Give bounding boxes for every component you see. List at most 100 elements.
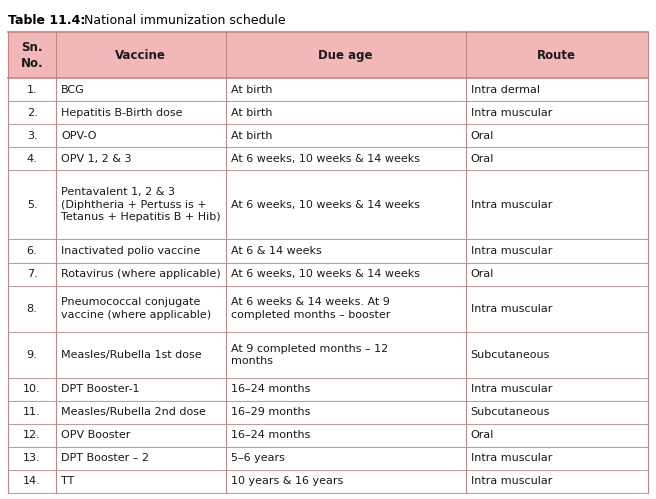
Bar xyxy=(226,470,466,493)
Text: Intra muscular: Intra muscular xyxy=(470,454,552,464)
Bar xyxy=(8,240,56,262)
Bar xyxy=(8,378,56,401)
Bar xyxy=(226,424,466,447)
Bar xyxy=(466,332,648,378)
Bar xyxy=(226,78,466,101)
Bar xyxy=(56,285,226,332)
Text: Vaccine: Vaccine xyxy=(115,48,166,61)
Text: 16–24 months: 16–24 months xyxy=(231,384,310,394)
Bar xyxy=(466,285,648,332)
Text: Oral: Oral xyxy=(470,269,494,279)
Bar xyxy=(8,424,56,447)
Bar xyxy=(8,32,56,78)
Text: Due age: Due age xyxy=(318,48,373,61)
Text: Intra muscular: Intra muscular xyxy=(470,303,552,313)
Bar xyxy=(56,101,226,124)
Text: Measles/Rubella 2nd dose: Measles/Rubella 2nd dose xyxy=(61,407,206,417)
Text: DPT Booster-1: DPT Booster-1 xyxy=(61,384,140,394)
Bar xyxy=(56,470,226,493)
Text: At 6 weeks & 14 weeks. At 9
completed months – booster: At 6 weeks & 14 weeks. At 9 completed mo… xyxy=(231,297,390,320)
Bar xyxy=(56,262,226,285)
Bar xyxy=(8,101,56,124)
Text: Pneumococcal conjugate
vaccine (where applicable): Pneumococcal conjugate vaccine (where ap… xyxy=(61,297,211,320)
Text: 2.: 2. xyxy=(27,108,37,118)
Text: Subcutaneous: Subcutaneous xyxy=(470,350,550,360)
Text: 8.: 8. xyxy=(27,303,37,313)
Text: 5–6 years: 5–6 years xyxy=(231,454,285,464)
Text: OPV-O: OPV-O xyxy=(61,131,96,141)
Text: 10.: 10. xyxy=(23,384,41,394)
Bar xyxy=(8,170,56,240)
Text: At birth: At birth xyxy=(231,85,272,95)
Bar xyxy=(8,470,56,493)
Text: Table 11.4:: Table 11.4: xyxy=(8,14,85,27)
Bar xyxy=(466,124,648,147)
Text: Route: Route xyxy=(537,48,577,61)
Text: TT: TT xyxy=(61,477,74,487)
Text: At 9 completed months – 12
months: At 9 completed months – 12 months xyxy=(231,343,388,366)
Text: Oral: Oral xyxy=(470,154,494,164)
Text: 7.: 7. xyxy=(27,269,37,279)
Bar xyxy=(226,147,466,170)
Bar xyxy=(226,285,466,332)
Text: Inactivated polio vaccine: Inactivated polio vaccine xyxy=(61,246,200,256)
Text: Intra dermal: Intra dermal xyxy=(470,85,540,95)
Bar xyxy=(466,32,648,78)
Bar xyxy=(8,78,56,101)
Bar xyxy=(466,447,648,470)
Bar xyxy=(466,101,648,124)
Text: At birth: At birth xyxy=(231,131,272,141)
Bar xyxy=(56,401,226,424)
Text: Intra muscular: Intra muscular xyxy=(470,200,552,210)
Bar xyxy=(56,124,226,147)
Bar xyxy=(8,401,56,424)
Text: At birth: At birth xyxy=(231,108,272,118)
Bar xyxy=(56,378,226,401)
Text: Pentavalent 1, 2 & 3
(Diphtheria + Pertuss is +
Tetanus + Hepatitis B + Hib): Pentavalent 1, 2 & 3 (Diphtheria + Pertu… xyxy=(61,188,220,222)
Text: 4.: 4. xyxy=(27,154,37,164)
Text: DPT Booster – 2: DPT Booster – 2 xyxy=(61,454,149,464)
Text: At 6 weeks, 10 weeks & 14 weeks: At 6 weeks, 10 weeks & 14 weeks xyxy=(231,154,420,164)
Text: National immunization schedule: National immunization schedule xyxy=(76,14,285,27)
Bar xyxy=(226,378,466,401)
Text: OPV 1, 2 & 3: OPV 1, 2 & 3 xyxy=(61,154,131,164)
Text: Oral: Oral xyxy=(470,430,494,441)
Bar xyxy=(466,240,648,262)
Text: 5.: 5. xyxy=(27,200,37,210)
Bar xyxy=(8,332,56,378)
Bar xyxy=(226,447,466,470)
Text: 14.: 14. xyxy=(23,477,41,487)
Text: OPV Booster: OPV Booster xyxy=(61,430,131,441)
Bar xyxy=(466,147,648,170)
Bar xyxy=(8,447,56,470)
Bar xyxy=(226,124,466,147)
Text: 11.: 11. xyxy=(23,407,41,417)
Bar xyxy=(8,262,56,285)
Text: 13.: 13. xyxy=(23,454,41,464)
Bar xyxy=(466,262,648,285)
Text: Hepatitis B-Birth dose: Hepatitis B-Birth dose xyxy=(61,108,182,118)
Bar xyxy=(466,78,648,101)
Text: 9.: 9. xyxy=(27,350,37,360)
Bar xyxy=(466,378,648,401)
Bar xyxy=(466,170,648,240)
Text: Measles/Rubella 1st dose: Measles/Rubella 1st dose xyxy=(61,350,201,360)
Bar xyxy=(56,32,226,78)
Bar xyxy=(56,147,226,170)
Text: Subcutaneous: Subcutaneous xyxy=(470,407,550,417)
Text: Oral: Oral xyxy=(470,131,494,141)
Text: 12.: 12. xyxy=(23,430,41,441)
Text: 16–29 months: 16–29 months xyxy=(231,407,310,417)
Text: BCG: BCG xyxy=(61,85,85,95)
Bar xyxy=(226,240,466,262)
Text: At 6 weeks, 10 weeks & 14 weeks: At 6 weeks, 10 weeks & 14 weeks xyxy=(231,200,420,210)
Text: Intra muscular: Intra muscular xyxy=(470,246,552,256)
Bar xyxy=(226,170,466,240)
Text: Rotavirus (where applicable): Rotavirus (where applicable) xyxy=(61,269,221,279)
Bar xyxy=(466,401,648,424)
Bar xyxy=(56,447,226,470)
Text: 3.: 3. xyxy=(27,131,37,141)
Bar xyxy=(226,262,466,285)
Bar xyxy=(8,147,56,170)
Text: 6.: 6. xyxy=(27,246,37,256)
